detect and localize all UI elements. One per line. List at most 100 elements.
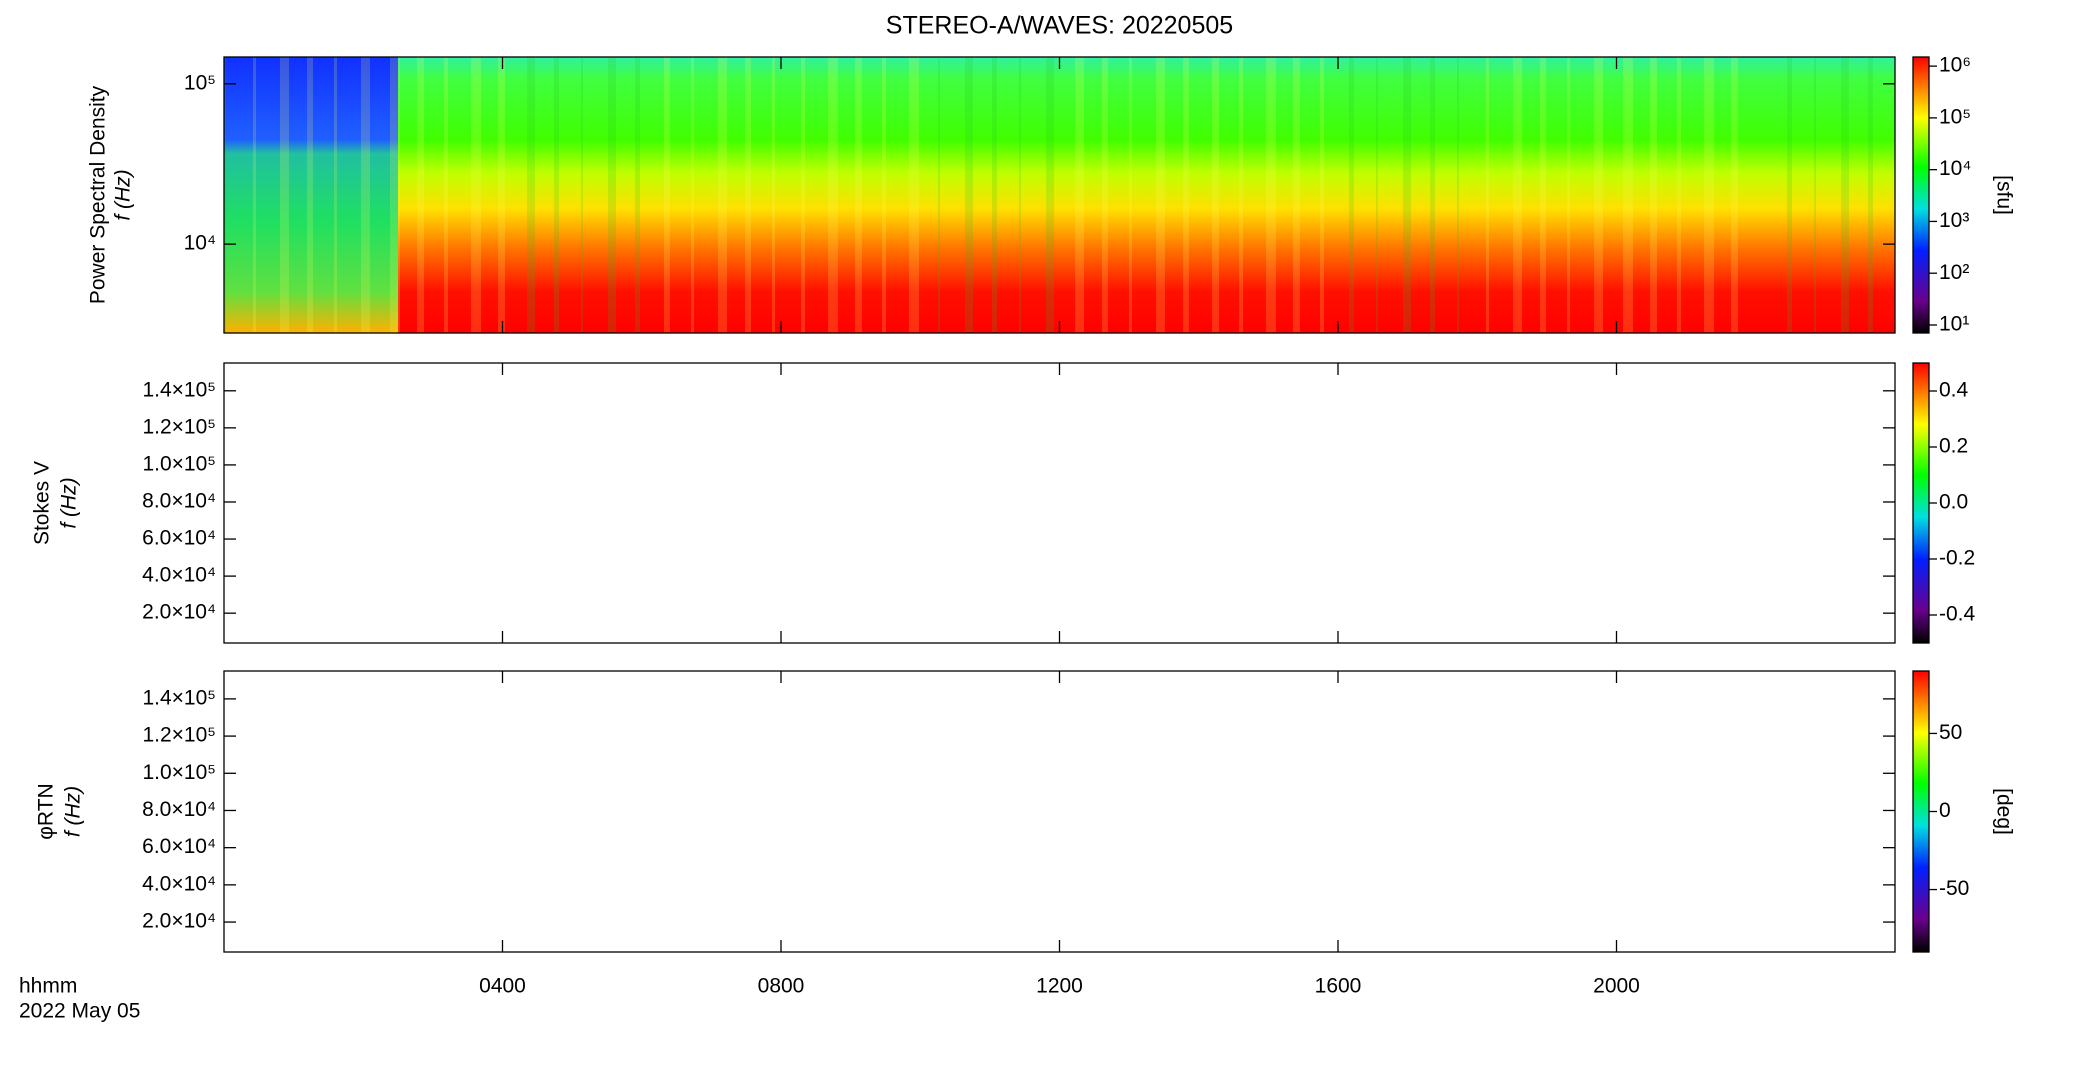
spectrogram-streak — [1868, 57, 1873, 333]
y-tick-label: 8.0×10⁴ — [142, 798, 216, 821]
colorbar — [1912, 362, 1930, 644]
spectrogram-streak — [1486, 57, 1489, 333]
colorbar-tick-label: -0.4 — [1939, 603, 1976, 626]
y-tick-label: 8.0×10⁴ — [142, 490, 216, 513]
spectrogram-streak — [801, 57, 805, 333]
colorbar-tick-label: 10² — [1939, 261, 1969, 284]
spectrogram-streak — [855, 57, 862, 333]
spectrogram-streak — [1102, 57, 1108, 333]
spectrogram-early — [224, 57, 399, 333]
spectrogram-streak — [1623, 57, 1633, 333]
spectrogram-streak — [1457, 57, 1459, 333]
spectrogram-streak — [938, 57, 940, 333]
y-tick-label: 2.0×10⁴ — [142, 910, 216, 933]
spectrogram-streak — [608, 57, 616, 333]
y-axis-label: Power Spectral Density — [87, 85, 110, 304]
colorbar-tick-label: 0.0 — [1939, 491, 1968, 514]
spectrogram-streak — [253, 57, 256, 333]
colorbar-tick-label: 50 — [1939, 721, 1962, 744]
y-tick-label: 6.0×10⁴ — [142, 527, 216, 550]
y-axis-label: f (Hz) — [58, 477, 81, 528]
colorbar-label: [sfu] — [1992, 175, 2015, 215]
colorbar-tick-label: 0.2 — [1939, 435, 1968, 458]
spectrogram-streak — [1129, 57, 1132, 333]
y-tick-label: 10⁵ — [184, 71, 216, 94]
x-tick-label: 1200 — [1036, 975, 1083, 998]
spectrogram-streak — [1019, 57, 1021, 333]
y-tick-label: 1.4×10⁵ — [142, 378, 216, 401]
spectrogram — [224, 57, 1895, 333]
spectrogram-streak — [307, 57, 313, 333]
colorbar-tick-label: 0 — [1939, 799, 1951, 822]
spectrogram-streak — [224, 57, 226, 333]
x-tick-label: 0400 — [479, 975, 526, 998]
spectrogram-streak — [1320, 57, 1324, 333]
spectrogram-streak — [554, 57, 559, 333]
spectrogram-streak — [1787, 57, 1792, 333]
spectrogram-streak — [1841, 57, 1849, 333]
spectrogram-streak — [471, 57, 481, 333]
spectrogram-streak — [1731, 57, 1738, 333]
spectrogram-streak — [1376, 57, 1378, 333]
y-tick-label: 1.0×10⁵ — [142, 761, 216, 784]
spectrogram-streak — [909, 57, 919, 333]
x-tick-label: 1600 — [1315, 975, 1362, 998]
colorbar-tick-label: 10⁴ — [1939, 157, 1971, 180]
spectrogram-streak — [691, 57, 694, 333]
spectrogram-streak — [745, 57, 751, 333]
spectrogram-streak — [334, 57, 337, 333]
spectrogram-streak — [1650, 57, 1657, 333]
y-tick-label: 10⁴ — [184, 232, 216, 255]
y-tick-label: 4.0×10⁴ — [142, 872, 216, 895]
spectrogram-streak — [1540, 57, 1546, 333]
spectrogram-streak — [965, 57, 973, 333]
spectrogram-streak — [1239, 57, 1243, 333]
spectrogram-streak — [1704, 57, 1714, 333]
spectrogram-streak — [280, 57, 289, 333]
colorbar — [1912, 56, 1930, 334]
spectrogram-streak — [527, 57, 535, 333]
y-tick-label: 6.0×10⁴ — [142, 835, 216, 858]
spectrogram-streak — [498, 57, 505, 333]
spectrogram-streak — [718, 57, 727, 333]
spectrogram-streak — [581, 57, 583, 333]
spectrogram-streak — [1567, 57, 1570, 333]
x-axis-label: hhmm — [19, 975, 77, 998]
chart-title: STEREO-A/WAVES: 20220505 — [886, 12, 1233, 40]
y-axis-label: f (Hz) — [62, 786, 85, 837]
spectrogram-streak — [361, 57, 370, 333]
y-tick-label: 2.0×10⁴ — [142, 601, 216, 624]
spectrogram-streak — [1156, 57, 1165, 333]
spectrogram-streak — [1046, 57, 1054, 333]
spectrogram-streak — [1814, 57, 1816, 333]
x-tick-label: 0800 — [758, 975, 805, 998]
x-tick-label: 2000 — [1593, 975, 1640, 998]
y-tick-label: 1.2×10⁵ — [142, 415, 216, 438]
spectrogram-streak — [1212, 57, 1219, 333]
spectrogram-streak — [1266, 57, 1276, 333]
spectrogram-streak — [417, 57, 424, 333]
spectrogram-streak — [635, 57, 640, 333]
spectrogram-streak — [882, 57, 886, 333]
spectrogram-streak — [1430, 57, 1435, 333]
y-tick-label: 4.0×10⁴ — [142, 564, 216, 587]
spectrogram-streak — [444, 57, 448, 333]
y-axis-label: φRTN — [35, 783, 58, 839]
colorbar-tick-label: 10¹ — [1939, 313, 1969, 336]
colorbar-tick-label: -0.2 — [1939, 547, 1975, 570]
spectrogram-streak — [390, 57, 400, 333]
spectrogram-streak — [828, 57, 838, 333]
spectrogram-streak — [992, 57, 997, 333]
spectrogram-streak — [1677, 57, 1681, 333]
spectrogram-streak — [1293, 57, 1300, 333]
y-axis-label: Stokes V — [31, 461, 54, 545]
plot-frame — [223, 362, 1896, 644]
spectrogram-streak — [1075, 57, 1084, 333]
plot-frame — [223, 670, 1896, 953]
spectrogram-streak — [1513, 57, 1522, 333]
colorbar-tick-label: 0.4 — [1939, 379, 1969, 402]
spectrogram-streak — [1183, 57, 1189, 333]
spectrogram-streak — [1594, 57, 1603, 333]
spectrogram-streak — [664, 57, 670, 333]
